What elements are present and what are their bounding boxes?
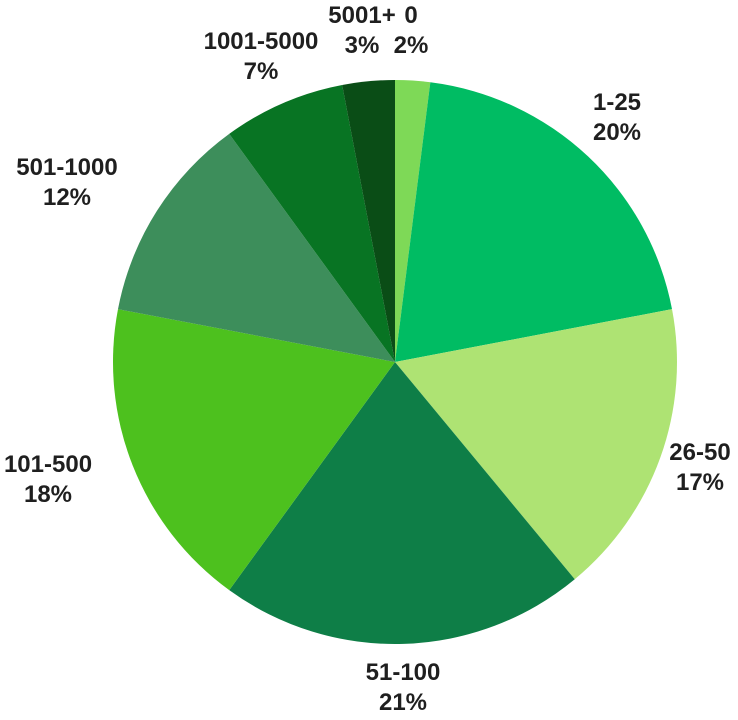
slice-label-category: 0 xyxy=(404,2,418,29)
pie-slice-26-50 xyxy=(395,309,678,580)
pie-slice-5001+ xyxy=(342,80,395,362)
slice-label-5001+: 5001+ 3% xyxy=(328,1,395,61)
slice-label-category: 51-100 xyxy=(365,659,441,686)
pie-slice-501-1000 xyxy=(117,133,396,362)
slice-label-101-500: 101-500 18% xyxy=(4,450,92,510)
slice-label-percent: 12% xyxy=(42,184,92,211)
slice-label-percent: 3% xyxy=(344,32,380,59)
slice-label-category: 501-1000 xyxy=(16,154,118,181)
pie-slice-1-25 xyxy=(395,82,673,362)
slice-label-percent: 18% xyxy=(23,481,73,508)
slice-label-26-50: 26-50 17% xyxy=(669,438,730,498)
slice-label-percent: 7% xyxy=(243,58,279,85)
slice-label-1001-5000: 1001-5000 7% xyxy=(204,27,319,87)
slice-label-category: 26-50 xyxy=(669,439,731,466)
slice-label-0: 0 2% xyxy=(394,1,429,61)
slice-label-1-25: 1-25 20% xyxy=(593,88,641,148)
slice-label-category: 101-500 xyxy=(3,451,93,478)
pie-slice-0 xyxy=(395,80,431,362)
pie-slice-51-100 xyxy=(229,362,575,644)
slice-label-percent: 21% xyxy=(378,689,428,716)
slice-label-percent: 20% xyxy=(592,119,642,146)
pie-slice-101-500 xyxy=(112,309,396,591)
slice-label-51-100: 51-100 21% xyxy=(366,658,441,718)
slice-label-percent: 2% xyxy=(393,32,429,59)
slice-label-category: 1001-5000 xyxy=(203,28,319,55)
slice-label-category: 5001+ xyxy=(328,2,396,29)
slice-label-percent: 17% xyxy=(675,469,725,496)
slice-label-category: 1-25 xyxy=(592,89,642,116)
pie-slice-1001-5000 xyxy=(229,84,395,363)
slice-label-501-1000: 501-1000 12% xyxy=(16,153,117,213)
